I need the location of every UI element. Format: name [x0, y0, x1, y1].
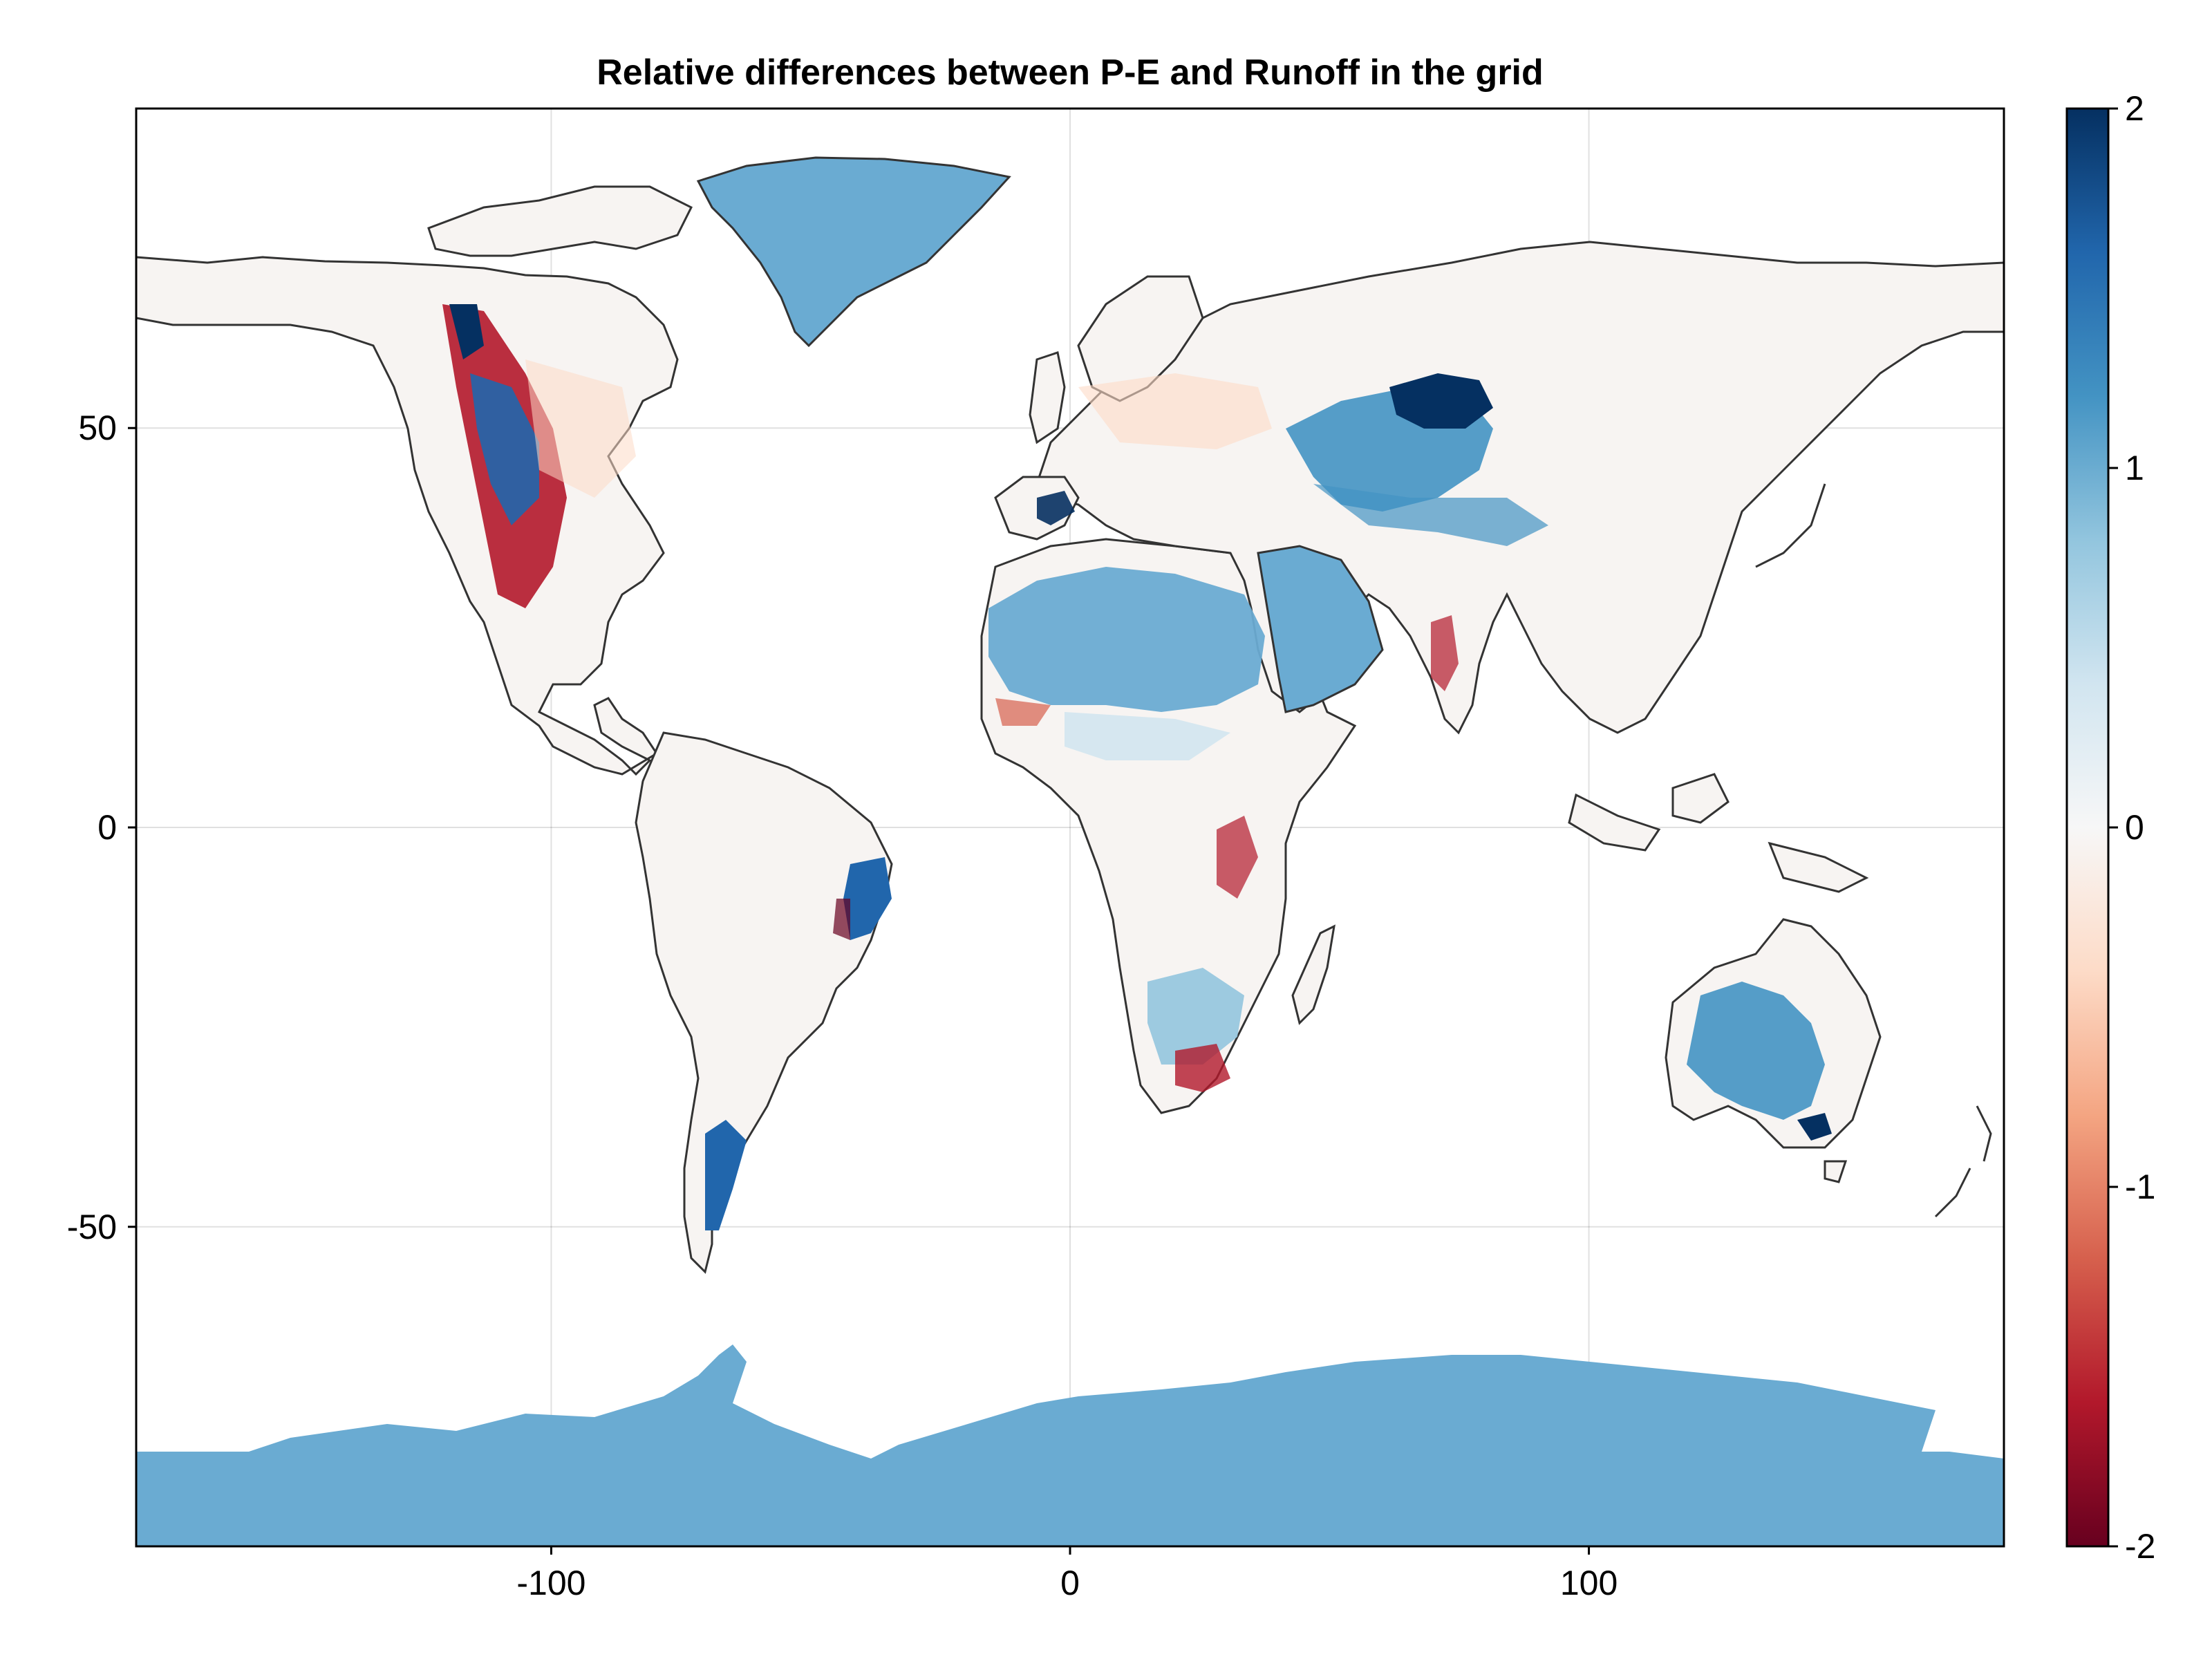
- x-tick-label: 100: [1560, 1564, 1618, 1602]
- eastern-brazil-anomaly: [843, 857, 892, 940]
- colorbar-tick-label: -2: [2125, 1527, 2155, 1566]
- land-layer: [136, 156, 2004, 1546]
- north-america-light-red: [525, 359, 636, 498]
- sahel-negative: [995, 698, 1051, 726]
- iberia-anomaly: [1037, 491, 1075, 525]
- antarctica-landmass: [136, 1344, 2004, 1546]
- colorbar-tick-label: -1: [2125, 1168, 2155, 1206]
- x-tick-label: 0: [1060, 1564, 1080, 1602]
- western-na-positive: [470, 373, 539, 525]
- y-tick-label: -50: [67, 1208, 117, 1246]
- western-na-negative-north: [449, 304, 484, 359]
- colorbar-tick-label: 2: [2125, 89, 2144, 128]
- axis-ticks: -100 0 100 -50 0 50: [67, 409, 1618, 1602]
- arctic-islands: [427, 185, 693, 257]
- colorbar-gradient: [2065, 107, 2110, 1548]
- sahara-anomaly: [988, 567, 1265, 712]
- greenland-landmass: [696, 156, 1011, 348]
- sahel-light-blue: [1065, 712, 1230, 760]
- eastern-brazil-edge: [833, 899, 850, 940]
- arabia-anomaly: [1313, 484, 1548, 546]
- arabian-peninsula: [1257, 545, 1384, 713]
- southeast-asia-islands: [1568, 773, 1869, 893]
- japan-islands: [1755, 483, 1826, 568]
- india-negative: [1431, 615, 1459, 691]
- new-zealand-landmass: [1934, 1105, 1992, 1218]
- tasmania-landmass: [1824, 1160, 1848, 1183]
- central-asia-core: [1389, 373, 1493, 429]
- y-tick-label: 50: [78, 409, 117, 447]
- europe-light-red: [1078, 373, 1272, 449]
- madagascar-landmass: [1291, 924, 1335, 1025]
- chart-title: Relative differences between P-E and Run…: [597, 53, 1544, 93]
- colorbar-tick-label: 0: [2125, 808, 2144, 847]
- australia-anomaly: [1687, 982, 1825, 1120]
- east-africa-negative: [1217, 816, 1258, 899]
- colorbar-tick-label: 1: [2125, 449, 2144, 487]
- patagonia-anomaly: [705, 1120, 747, 1230]
- southern-africa-negative: [1175, 1044, 1230, 1092]
- x-tick-label: -100: [516, 1564, 585, 1602]
- southern-africa-anomaly: [1147, 968, 1244, 1065]
- y-tick-label: 0: [97, 808, 117, 847]
- british-isles: [1029, 351, 1066, 444]
- colorbar: -2 -1 0 1 2: [2065, 89, 2155, 1566]
- anomaly-patches: [442, 304, 1832, 1230]
- australia-southeast-core: [1797, 1113, 1832, 1141]
